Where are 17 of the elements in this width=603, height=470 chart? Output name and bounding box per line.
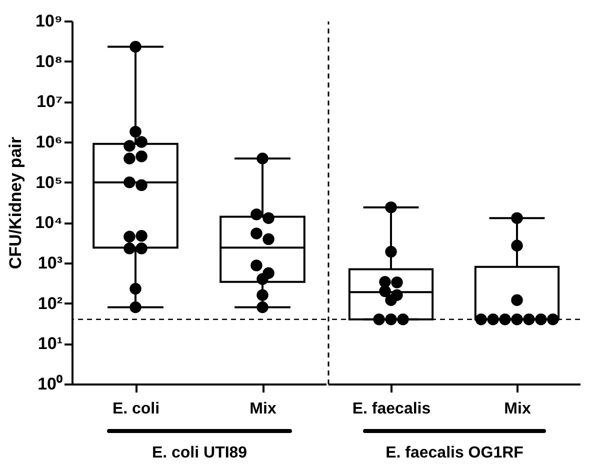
y-tick-label: 10³ [38,254,63,272]
y-tick-label: 10¹ [38,334,63,354]
y-tick-label: 10⁹ [36,12,62,30]
x-tick-label: Mix [250,400,276,418]
y-tick-label: 10⁶ [36,132,62,152]
y-tick-label: 10⁷ [36,92,62,112]
x-axis-title: E. faecalis OG1RF [386,444,524,462]
x-tick-label: Mix [504,400,531,418]
x-axis-title: E. coli UTI89 [152,444,248,462]
y-tick-label: 10⁴ [35,213,62,232]
x-tick-label: E. faecalis [352,400,431,418]
y-tick-label: 10² [38,294,63,313]
y-tick-label: 10⁵ [36,172,62,192]
y-axis-title: CFU/Kidney pair [6,136,26,270]
y-tick-label: 10⁸ [36,52,62,71]
y-tick-label: 10⁰ [38,374,62,394]
x-tick-label: E. coli [112,400,160,418]
